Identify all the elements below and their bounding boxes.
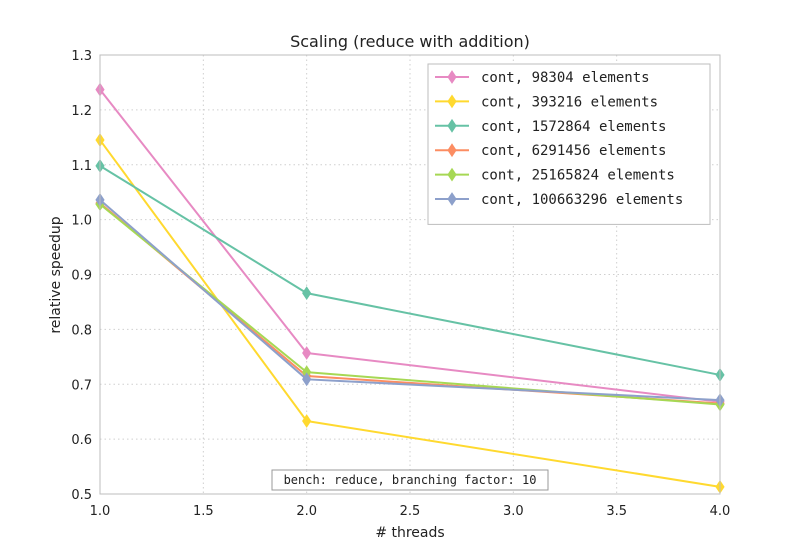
- y-tick-label: 0.6: [71, 433, 92, 448]
- data-point-marker: [302, 414, 312, 428]
- legend-marker: [447, 118, 457, 133]
- legend-item: cont, 1572864 elements: [435, 119, 666, 135]
- legend-item: cont, 98304 elements: [435, 70, 650, 86]
- legend: cont, 98304 elements cont, 393216 element…: [427, 63, 711, 225]
- x-tick-label: 4.0: [710, 504, 731, 519]
- x-tick-label: 1.0: [90, 504, 111, 519]
- x-tick-label: 3.5: [606, 504, 627, 519]
- legend-item: cont, 393216 elements: [435, 94, 658, 110]
- chart-title: Scaling (reduce with addition): [290, 32, 530, 51]
- series-lines: [95, 82, 725, 494]
- data-point-marker: [302, 372, 312, 387]
- y-tick-label: 1.0: [71, 214, 92, 229]
- y-tick-label: 1.2: [71, 104, 92, 119]
- legend-label: cont, 393216 elements: [481, 94, 658, 110]
- legend-label: cont, 98304 elements: [481, 70, 650, 86]
- y-tick-label: 1.3: [71, 49, 92, 64]
- x-tick-label: 3.0: [503, 504, 524, 519]
- annotation-text: bench: reduce, branching factor: 10: [284, 473, 537, 487]
- legend-item: cont, 6291456 elements: [435, 143, 666, 159]
- data-point-marker: [302, 286, 312, 301]
- legend-label: cont, 1572864 elements: [481, 119, 666, 135]
- annotation-box: bench: reduce, branching factor: 10: [271, 469, 549, 491]
- y-tick-label: 0.5: [71, 488, 92, 503]
- legend-marker: [447, 94, 457, 109]
- legend-item: cont, 100663296 elements: [435, 192, 683, 208]
- legend-label: cont, 25165824 elements: [481, 168, 675, 184]
- plot-frame: [99, 54, 721, 495]
- legend-label: cont, 6291456 elements: [481, 143, 666, 159]
- y-tick-label: 0.8: [71, 323, 92, 338]
- x-axis-ticks: 1.0 1.5 2.0 2.5 3.0 3.5 4.0: [90, 504, 731, 519]
- y-axis-ticks: 0.5 0.6 0.7 0.8 0.9 1.0 1.1 1.2 1.3: [71, 49, 92, 503]
- legend-item: cont, 25165824 elements: [435, 168, 675, 184]
- legend-marker: [447, 70, 457, 84]
- x-tick-label: 2.5: [400, 504, 421, 519]
- series-3: [95, 158, 725, 382]
- y-tick-label: 0.7: [71, 378, 92, 393]
- annotation-frame: [271, 469, 549, 491]
- x-tick-label: 2.0: [296, 504, 317, 519]
- legend-marker: [447, 143, 457, 158]
- x-tick-label: 1.5: [193, 504, 214, 519]
- legend-label: cont, 100663296 elements: [481, 192, 683, 208]
- y-tick-label: 0.9: [71, 269, 92, 284]
- y-tick-label: 1.1: [71, 159, 92, 174]
- legend-marker: [447, 167, 457, 182]
- legend-marker: [447, 192, 457, 206]
- series-6: [95, 192, 725, 408]
- legend-frame: [427, 63, 711, 225]
- y-axis-label: relative speedup: [48, 216, 64, 333]
- data-point-marker: [302, 346, 312, 360]
- x-axis-label: # threads: [375, 525, 444, 541]
- series-5: [95, 197, 725, 412]
